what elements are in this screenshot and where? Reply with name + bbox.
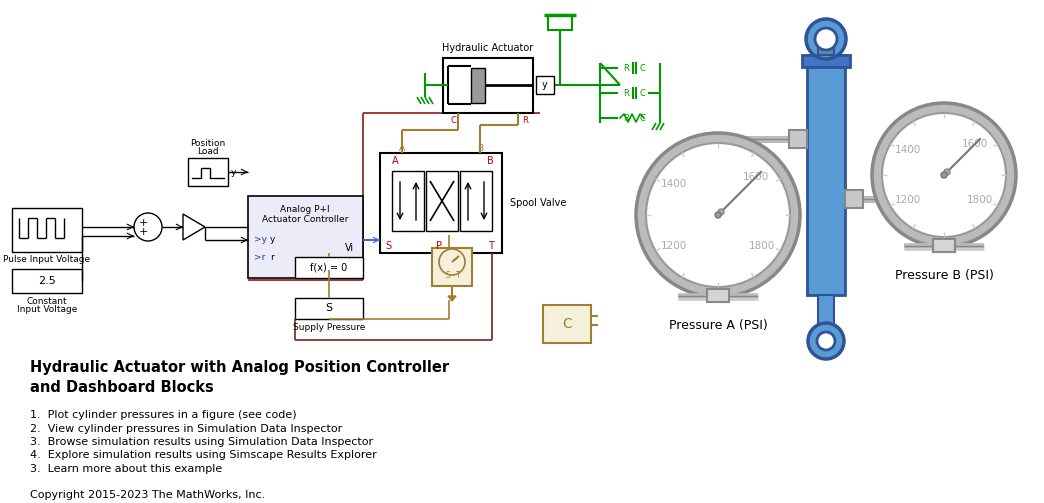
Text: C: C [640,89,646,98]
Bar [248,196,363,278]
Text: 4.  Explore simulation results using Simscape Results Explorer: 4. Explore simulation results using Sims… [30,451,377,461]
Circle shape [134,213,162,241]
Text: 1200: 1200 [895,195,921,205]
Text: R: R [623,63,628,72]
Text: Load: Load [197,146,219,155]
Text: Hydraulic Actuator with Analog Position Controller
and Dashboard Blocks: Hydraulic Actuator with Analog Position … [30,360,449,395]
Bar [11,269,82,293]
Text: 2.  View cylinder pressures in Simulation Data Inspector: 2. View cylinder pressures in Simulation… [30,424,342,434]
Bar [295,298,363,319]
Bar [543,305,591,343]
Circle shape [817,332,835,350]
Text: 1800: 1800 [750,241,776,251]
Text: 1600: 1600 [962,139,989,149]
Text: P: P [436,241,442,251]
Text: Spool Valve: Spool Valve [511,198,567,208]
Text: Pressure B (PSI): Pressure B (PSI) [895,269,994,282]
Text: A: A [399,143,405,152]
Text: Hydraulic Actuator: Hydraulic Actuator [443,43,533,53]
Bar [807,55,845,295]
Circle shape [941,172,947,178]
Text: R: R [623,89,628,98]
Text: 2.5: 2.5 [39,276,56,286]
Circle shape [944,169,950,175]
Bar [460,171,492,231]
Circle shape [815,28,837,50]
Text: 1800: 1800 [967,195,993,205]
Bar [11,208,82,252]
Text: Pressure A (PSI): Pressure A (PSI) [668,319,767,332]
Bar [707,289,729,302]
Text: S: S [446,271,451,280]
Text: >r: >r [254,254,265,263]
Polygon shape [448,296,456,301]
Bar [443,58,533,113]
Circle shape [646,143,790,287]
Text: y: y [270,234,276,243]
Circle shape [636,133,800,297]
Polygon shape [183,214,205,240]
Text: C: C [562,317,572,331]
Text: S: S [385,241,392,251]
Text: f(x) = 0: f(x) = 0 [310,262,348,272]
Text: Input Voltage: Input Voltage [17,304,77,313]
Text: +: + [138,227,147,237]
Text: T: T [488,241,494,251]
Text: y: y [542,80,548,90]
Text: B: B [487,156,494,166]
Bar [295,257,363,278]
Text: 1.  Plot cylinder pressures in a figure (see code): 1. Plot cylinder pressures in a figure (… [30,410,296,420]
Text: 3.  Learn more about this example: 3. Learn more about this example [30,464,222,474]
Text: R: R [623,114,628,123]
Text: S: S [326,303,333,313]
Bar [432,248,472,286]
Bar [845,190,863,208]
Bar [536,76,554,94]
Bar [933,239,955,252]
Text: y: y [231,167,236,177]
Bar [392,171,424,231]
Bar [802,55,850,67]
Text: r: r [270,254,274,263]
Text: Constant: Constant [27,296,67,305]
Text: 1600: 1600 [743,172,769,182]
Text: Pulse Input Voltage: Pulse Input Voltage [3,256,91,265]
Text: C: C [450,116,456,125]
Bar [789,130,807,148]
Text: 3.  Browse simulation results using Simulation Data Inspector: 3. Browse simulation results using Simul… [30,437,373,447]
Text: T: T [456,271,460,280]
Text: C: C [640,114,646,123]
Text: Supply Pressure: Supply Pressure [292,323,365,332]
Circle shape [806,19,846,59]
Text: Copyright 2015-2023 The MathWorks, Inc.: Copyright 2015-2023 The MathWorks, Inc. [30,489,265,499]
Circle shape [715,212,721,218]
Text: A: A [392,156,399,166]
Text: +: + [138,218,147,228]
Text: Analog P+I: Analog P+I [280,205,330,213]
Text: Actuator Controller: Actuator Controller [262,214,349,223]
Bar [818,43,834,55]
Text: R: R [522,116,528,125]
Circle shape [808,323,844,359]
Bar [188,158,228,186]
Text: 1400: 1400 [661,179,687,189]
Bar [818,295,834,325]
Text: 1200: 1200 [661,241,687,251]
Text: Vi: Vi [345,243,354,253]
Text: >y: >y [254,234,267,243]
Text: C: C [640,63,646,72]
Circle shape [718,209,723,215]
Bar [380,153,502,253]
Text: 1400: 1400 [895,145,921,155]
Circle shape [872,103,1016,247]
Bar [471,68,485,103]
Text: B: B [477,143,483,152]
Bar [426,171,458,231]
Bar [548,15,572,30]
Circle shape [882,113,1006,237]
Circle shape [438,249,465,275]
Text: Position: Position [190,138,226,147]
